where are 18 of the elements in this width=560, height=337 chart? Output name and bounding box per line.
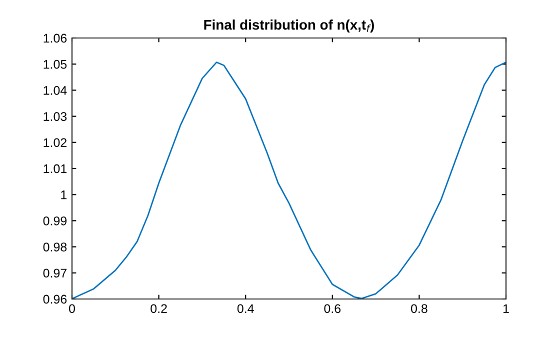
y-tick-label: 1.02 <box>44 138 67 148</box>
y-tick-label: 1.06 <box>44 34 67 43</box>
x-tick-label: 0.6 <box>324 304 341 314</box>
y-tick-label: 0.98 <box>43 242 67 252</box>
x-tick-label: 0.8 <box>411 304 428 314</box>
y-tick-label: 1.03 <box>44 112 67 121</box>
y-tick-label: 1.05 <box>44 60 67 69</box>
y-tick-label: 0.96 <box>43 294 67 304</box>
y-tick-label: 0.99 <box>43 216 67 226</box>
x-tick-label: 0.2 <box>150 304 167 314</box>
x-tick-label: 0.4 <box>237 304 254 314</box>
x-tick-label: 0 <box>69 304 75 314</box>
y-tick-label: 1 <box>61 190 67 200</box>
y-tick-label: 0.97 <box>43 268 67 278</box>
y-tick-label: 1.04 <box>44 86 67 95</box>
x-tick-label: 1 <box>503 304 509 313</box>
y-tick-label: 1.01 <box>44 164 67 174</box>
chart-title: Final distribution of n(x,t$_{f}$) <box>204 20 374 32</box>
